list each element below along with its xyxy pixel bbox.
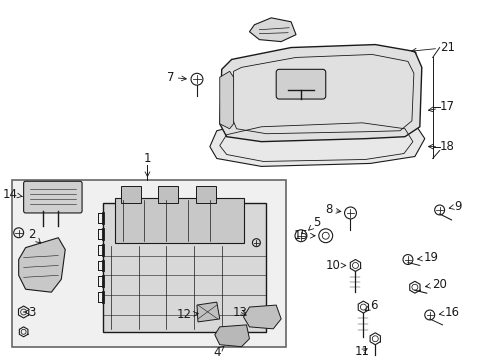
Text: 13: 13: [232, 306, 247, 319]
Text: 2: 2: [28, 228, 41, 243]
Text: 18: 18: [427, 140, 453, 153]
Text: 8: 8: [325, 203, 340, 216]
FancyBboxPatch shape: [276, 69, 325, 99]
Text: 4: 4: [213, 346, 224, 359]
Text: 16: 16: [438, 306, 459, 319]
Bar: [158, 186, 178, 203]
Polygon shape: [19, 238, 65, 292]
Text: 14: 14: [2, 188, 22, 201]
Bar: [121, 186, 140, 203]
Polygon shape: [243, 305, 281, 329]
Bar: [12, 180, 285, 347]
Text: 12: 12: [177, 309, 198, 321]
Text: 7: 7: [166, 71, 186, 84]
FancyBboxPatch shape: [23, 181, 82, 213]
Bar: [115, 198, 243, 243]
Text: 11: 11: [354, 345, 369, 358]
Polygon shape: [249, 18, 295, 42]
Text: 20: 20: [425, 278, 446, 291]
Text: 21: 21: [411, 41, 454, 54]
Text: 15: 15: [293, 229, 314, 242]
Bar: [196, 186, 215, 203]
Polygon shape: [219, 45, 421, 141]
Polygon shape: [219, 71, 233, 129]
Text: 6: 6: [365, 298, 377, 311]
Bar: [102, 203, 266, 332]
Text: 3: 3: [23, 306, 35, 319]
Polygon shape: [209, 117, 424, 166]
Text: 17: 17: [427, 100, 454, 113]
Text: 1: 1: [143, 152, 151, 176]
Polygon shape: [197, 302, 219, 322]
Text: 10: 10: [325, 259, 345, 272]
Text: 5: 5: [308, 216, 320, 230]
Text: 9: 9: [448, 199, 461, 212]
Polygon shape: [214, 325, 249, 347]
Text: 19: 19: [417, 251, 438, 264]
